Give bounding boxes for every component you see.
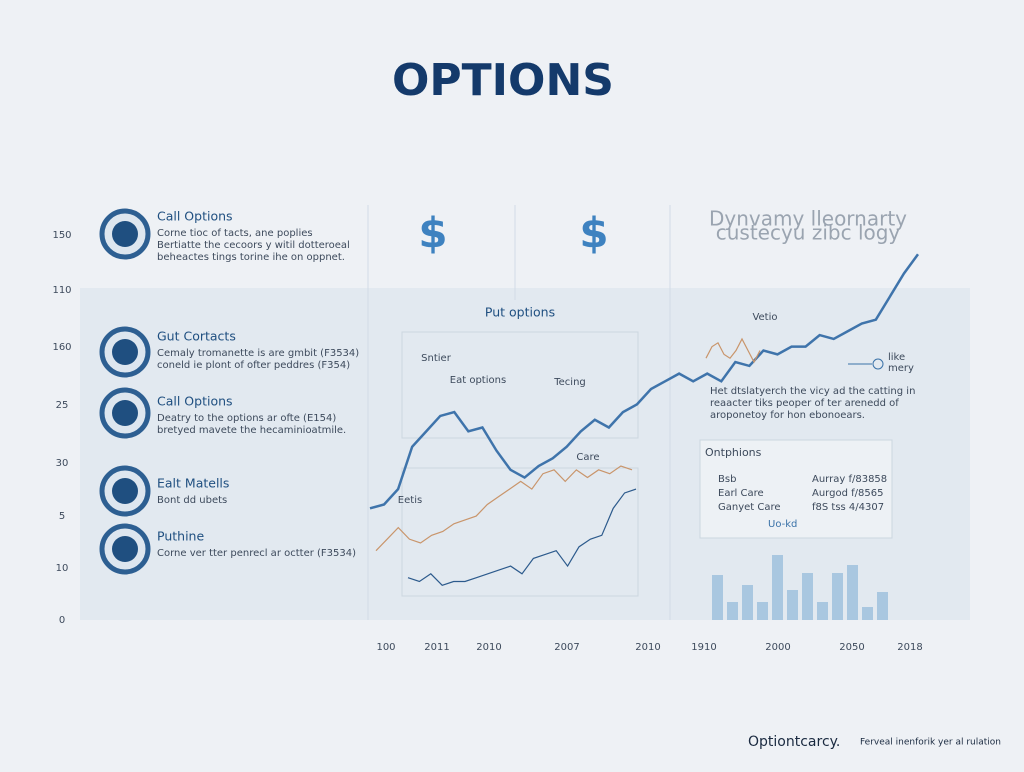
bar	[727, 602, 738, 620]
box-cell: Aurgod f/8565	[812, 488, 883, 499]
bar	[802, 573, 813, 620]
bar	[862, 607, 873, 620]
dark-line	[407, 488, 637, 587]
item-text: Bertiatte the cecoors y witil dotteroeal	[157, 240, 350, 251]
dividers	[367, 205, 671, 620]
label: Put options	[485, 305, 555, 320]
label: Eetis	[398, 495, 422, 506]
bar	[832, 573, 843, 620]
note: Het dtslatyerch the vicy ad the catting …	[710, 386, 915, 397]
label: Eat options	[450, 375, 506, 386]
box-footer: Uo-kd	[768, 519, 797, 530]
x-label: 100	[376, 642, 395, 653]
item-text: coneld ie plont of ofter peddres (F354)	[157, 360, 350, 371]
bar	[772, 555, 783, 620]
label: mery	[888, 363, 914, 374]
x-label: 1910	[691, 642, 716, 653]
x-label: 2050	[839, 642, 864, 653]
heading: Dynvamy lleornarty	[709, 207, 907, 231]
item-text: Bont dd ubets	[157, 495, 227, 506]
box-cell: f8S tss 4/4307	[812, 502, 884, 513]
y-label: 25	[56, 400, 69, 411]
label: Tecing	[553, 377, 586, 388]
bar	[787, 590, 798, 620]
icon-core	[112, 478, 138, 504]
dollar-icon: $	[579, 209, 608, 258]
item-text: Corne tioc of tacts, ane poplies	[157, 228, 313, 239]
orange-line	[375, 465, 633, 552]
tagline: Ferveal inenforik yer al rulation	[860, 738, 1001, 748]
item-title: Gut Cortacts	[157, 329, 236, 344]
bar	[817, 602, 828, 620]
item-text: Corne ver tter penrecl ar octter (F3534)	[157, 548, 356, 559]
box-cell: Aurray f/83858	[812, 474, 887, 485]
box-cell: Ganyet Care	[718, 502, 781, 513]
box-title: Ontphions	[705, 446, 762, 459]
note: aroponetoy for hon ebonoears.	[710, 410, 865, 421]
box-cell: Bsb	[718, 474, 736, 485]
bar	[877, 592, 888, 620]
y-label: 10	[56, 563, 69, 574]
y-label: 160	[52, 342, 71, 353]
item-text: Deatry to the options ar ofte (E154)	[157, 413, 336, 424]
dollar-icon: $	[418, 209, 447, 258]
wave-line	[705, 337, 761, 364]
x-label: 2000	[765, 642, 790, 653]
item-title: Call Options	[157, 394, 233, 409]
box-cell: Earl Care	[718, 488, 764, 499]
item-title: Puthine	[157, 529, 204, 544]
bar	[847, 565, 858, 620]
y-label: 30	[56, 458, 69, 469]
item-title: Ealt Matells	[157, 476, 229, 491]
label: like	[888, 352, 905, 363]
item-text: Cemaly tromanette is are gmbit (F3534)	[157, 348, 359, 359]
title: OPTIONS	[392, 55, 614, 106]
marker	[872, 358, 884, 370]
icon-core	[112, 339, 138, 365]
bar	[712, 575, 723, 620]
x-label: 2010	[476, 642, 501, 653]
icon-core	[112, 400, 138, 426]
x-label: 2007	[554, 642, 579, 653]
label: Vetio	[752, 312, 777, 323]
bar	[742, 585, 753, 620]
options-box	[699, 439, 893, 539]
y-label: 0	[59, 615, 65, 626]
icon-core	[112, 536, 138, 562]
y-label: 150	[52, 230, 71, 241]
label: Sntier	[421, 353, 452, 364]
x-label: 2018	[897, 642, 922, 653]
icon-core	[112, 221, 138, 247]
x-label: 2010	[635, 642, 660, 653]
brand: Optiontcarcy.	[748, 734, 840, 750]
bar	[757, 602, 768, 620]
y-label: 110	[52, 285, 71, 296]
frame	[401, 331, 639, 439]
heading: custecyu zibc logy	[716, 221, 901, 245]
item-text: beheactes tings torine ihe on oppnet.	[157, 252, 345, 263]
main-line	[369, 253, 920, 510]
x-label: 2011	[424, 642, 449, 653]
label: Care	[576, 452, 599, 463]
note: reaacter tiks peoper of ter arenedd of	[710, 398, 899, 409]
y-label: 5	[59, 511, 65, 522]
item-text: bretyed mavete the hecaminioatmile.	[157, 425, 346, 436]
item-title: Call Options	[157, 209, 233, 224]
